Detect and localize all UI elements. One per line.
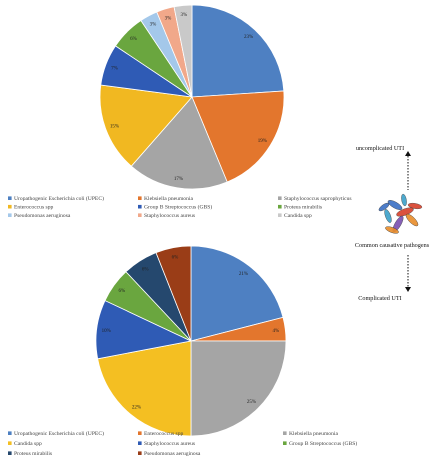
pie2-data-label-enterococcus-spp: 4% [272,329,279,334]
legend1-entry-uropathogenic-escherichia-coli-upec: Uropathogenic Escherichia coli (UPEC) [14,195,104,202]
legend2-swatch-candida-spp [8,441,12,445]
legend2-swatch-pseudomonas-aeruginosa [138,451,142,455]
legend2-entry-pseudomonas-aeruginosa: Pseudomonas aeruginosa [144,451,201,457]
legend1-swatch-pseudomonas-aeruginosa [8,213,12,217]
pie1-slice-uropathogenic-escherichia-coli-upec [191,4,285,98]
legend1-entry-enterococcus-spp: Enterococcus spp [14,205,54,211]
pie1-data-label-group-b-streptococcus-gbs: 7% [111,66,118,71]
pie2-slice-candida-spp [97,340,192,437]
legend2-entry-enterococcus-spp: Enterococcus spp [144,431,184,437]
bacterium-shape [387,200,403,210]
pie1-data-label-staphylococcus-saprophyticus: 17% [174,177,183,182]
pie1-data-label-uropathogenic-escherichia-coli-upec: 23% [244,35,253,40]
side-panel: uncomplicated UTI Common causative patho… [355,145,430,302]
legend2-entry-proteus-mirabilis: Proteus mirabilis [14,451,52,457]
pie1-slice-klebsiella-pneumonia [191,90,285,183]
legend1-entry-staphylococcus-saprophyticus: Staphylococcus saprophyticus [284,196,352,202]
pie2-data-label-pseudomonas-aeruginosa: 6% [172,256,179,261]
legend2-swatch-enterococcus-spp [138,431,142,435]
pie2-slice-klebsiella-pneumonia [190,340,287,437]
pie2-slice-uropathogenic-escherichia-coli-upec [190,245,284,342]
legend1-entry-pseudomonas-aeruginosa: Pseudomonas aeruginosa [14,213,71,219]
complicated-uti-label: Complicated UTI [358,295,401,302]
legend-uncomplicated: Uropathogenic Escherichia coli (UPEC) Kle… [8,195,352,219]
legend1-swatch-uropathogenic-escherichia-coli-upec [8,196,12,200]
legend1-swatch-proteus-mirabilis [278,204,282,209]
pie2-data-label-klebsiella-pneumonia: 25% [247,400,256,405]
pie2-slice-pseudomonas-aeruginosa [155,245,192,342]
arrow-up-icon [405,151,411,156]
legend1-swatch-group-b-streptococcus-gbs [138,204,142,209]
legend1-swatch-staphylococcus-saprophyticus [278,196,282,200]
bacterium-shape [407,202,423,210]
common-pathogens-label: Common causative pathogens [355,242,430,249]
legend2-entry-klebsiella-pneumonia: Klebsiella pneumonia [289,431,338,437]
legend1-entry-group-b-streptococcus-gbs: Group B Streptococcus (GBS) [144,204,212,211]
legend2-entry-candida-spp: Candida spp [14,441,42,447]
legend2-entry-group-b-streptococcus-gbs: Group B Streptococcus (GBS) [289,440,357,447]
pie1-data-label-klebsiella-pneumonia: 19% [258,139,267,144]
legend1-swatch-candida-spp [278,213,282,217]
pie1-slice-enterococcus-spp [99,84,193,167]
legend2-swatch-group-b-streptococcus-gbs [283,441,287,445]
legend2-entry-uropathogenic-escherichia-coli-upec: Uropathogenic Escherichia coli (UPEC) [14,430,104,437]
pie1-slice-candida-spp [173,4,193,98]
legend-complicated: Uropathogenic Escherichia coli (UPEC) Ent… [8,430,357,457]
pie1-data-label-pseudomonas-aeruginosa: 3% [150,22,157,27]
pie-chart-complicated: 21% 4% 25% 22% 10% 6% 6% 6% [95,245,287,437]
legend2-swatch-proteus-mirabilis [8,451,12,455]
bacterium-shape [384,209,392,223]
legend1-swatch-enterococcus-spp [8,204,12,209]
pie1-slice-staphylococcus-saprophyticus [130,96,228,190]
pie2-data-label-proteus-mirabilis: 6% [142,267,149,272]
legend2-entry-staphylococcus-aureus: Staphylococcus aureus [144,441,195,447]
pie2-data-label-group-b-streptococcus-gbs: 6% [118,289,125,294]
legend1-entry-candida-spp: Candida spp [284,213,312,219]
bacteria-cluster-icon [378,193,423,234]
legend1-entry-proteus-mirabilis: Proteus mirabilis [284,205,322,211]
legend2-swatch-uropathogenic-escherichia-coli-upec [8,431,12,435]
legend1-entry-staphylococcus-aureus: Staphylococcus aureus [144,213,195,219]
bacterium-shape [405,213,419,227]
arrow-down-icon [405,287,411,292]
bacterium-shape [385,226,399,234]
pie1-data-label-staphylococcus-aureus: 3% [165,16,172,21]
bacterium-shape [378,202,390,212]
pie1-data-label-candida-spp: 3% [181,13,188,18]
legend1-entry-klebsiella-pneumonia: Klebsiella pneumonia [144,196,193,202]
uncomplicated-uti-label: uncomplicated UTI [356,145,404,152]
pie1-data-label-proteus-mirabilis: 6% [130,37,137,42]
legend2-swatch-klebsiella-pneumonia [283,431,287,435]
pie2-data-label-candida-spp: 22% [132,405,141,410]
pie2-data-label-uropathogenic-escherichia-coli-upec: 21% [239,272,248,277]
legend1-swatch-staphylococcus-aureus [138,213,142,217]
pie-chart-uncomplicated: 23% 19% 17% 15% 7% 6% 3% 3% 3% [99,4,285,190]
pie1-data-label-enterococcus-spp: 15% [110,125,119,130]
legend2-swatch-staphylococcus-aureus [138,441,142,445]
legend1-swatch-klebsiella-pneumonia [138,196,142,200]
bacterium-shape [401,193,407,207]
pie2-data-label-staphylococcus-aureus: 10% [102,329,111,334]
